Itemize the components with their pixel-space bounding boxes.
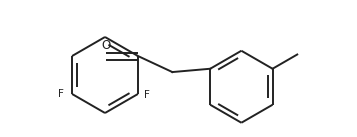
Text: F: F: [58, 89, 64, 99]
Text: O: O: [101, 39, 111, 52]
Text: F: F: [144, 90, 150, 100]
